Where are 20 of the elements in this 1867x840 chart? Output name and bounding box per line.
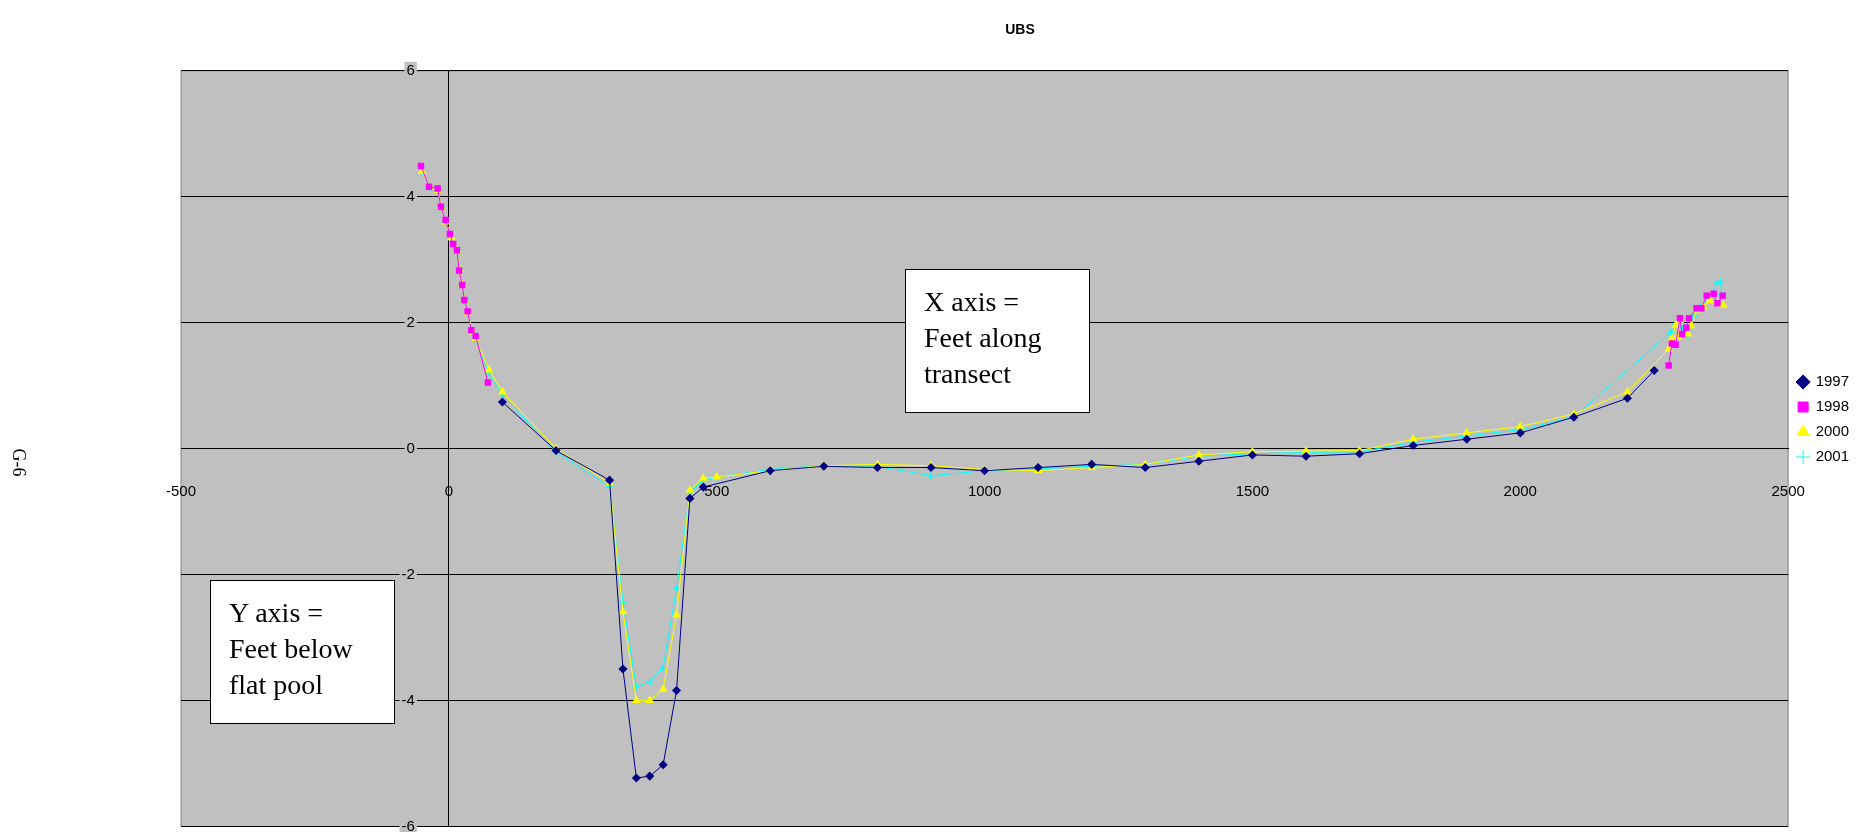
legend-label: 1997: [1815, 372, 1850, 390]
note-box: X axis = Feet along transect: [905, 269, 1090, 413]
y-tick-label: 6: [406, 60, 415, 78]
x-tick-label: -500: [165, 482, 197, 500]
legend-label: 2000: [1815, 422, 1850, 440]
x-tick-label: 2000: [1503, 482, 1537, 500]
x-tick-label: 1000: [967, 482, 1002, 500]
legend-label: 1998: [1815, 397, 1850, 415]
y-tick-label: 4: [406, 186, 415, 204]
chart-title: UBS: [1005, 21, 1035, 38]
y-tick-label: 2: [406, 312, 415, 330]
text: G-6: [7, 448, 29, 477]
legend-label: 2001: [1815, 447, 1850, 465]
y-tick-label: -6: [401, 816, 415, 834]
y-tick-label: -2: [401, 564, 415, 582]
y-tick-label: 0: [406, 438, 415, 456]
note-box: Y axis = Feet below flat pool: [210, 580, 395, 724]
x-tick-label: 1500: [1235, 482, 1270, 500]
y-tick-label: -4: [401, 690, 415, 708]
x-tick-label: 2500: [1771, 482, 1805, 500]
